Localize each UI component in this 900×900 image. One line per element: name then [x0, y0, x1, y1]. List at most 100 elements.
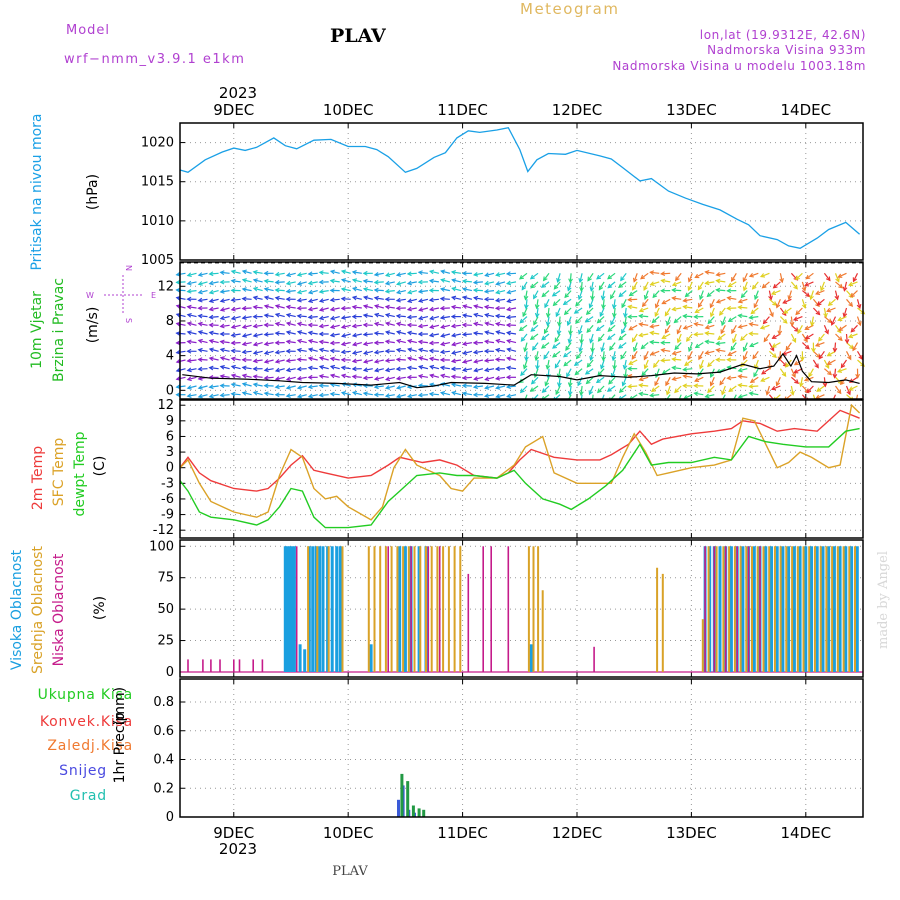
wind-arrow-head	[450, 295, 457, 301]
station-title: PLAV	[330, 25, 387, 47]
legend-total-rain: Ukupna Kisa	[38, 687, 133, 703]
y-tick-label: 4	[166, 349, 174, 364]
wind-arrow-head	[597, 371, 603, 377]
low-cloud-label: Niska Oblacnost	[51, 553, 67, 666]
wind-arrow	[396, 349, 406, 352]
wind-arrow	[496, 298, 506, 302]
wind-arrow-head	[804, 325, 810, 330]
wind-arrow	[838, 324, 847, 331]
wind-arrow-head	[671, 356, 677, 362]
wind-arrow-head	[839, 380, 845, 386]
wind-arrow-head	[597, 336, 603, 342]
wind-arrow-head	[530, 327, 536, 332]
wind-arrow-head	[676, 338, 682, 344]
wind-arrow-head	[263, 304, 269, 309]
wind-arrow-head	[351, 332, 357, 338]
wind-arrow	[716, 342, 726, 345]
wind-arrow-head	[318, 331, 324, 337]
wind-arrow-head	[742, 346, 748, 352]
wind-arrow	[772, 342, 781, 348]
wind-arrow-head	[483, 304, 490, 310]
wind-arrow	[396, 281, 406, 285]
wind-arrow	[418, 365, 429, 370]
wind-arrow	[474, 359, 484, 363]
wind-arrow-head	[660, 278, 666, 284]
wind-arrow	[363, 333, 373, 336]
wind-arrow	[507, 366, 517, 370]
wind-arrow-head	[664, 311, 670, 317]
wind-arrow-head	[649, 392, 655, 398]
wind-arrow	[694, 333, 704, 336]
wind-arrow-head	[608, 379, 613, 385]
bottom-day-label: 13DEC	[666, 824, 717, 842]
wind-arrow-head	[801, 303, 807, 309]
wind-arrow	[396, 322, 406, 326]
wind-arrow	[496, 281, 506, 285]
wind-arrow-head	[461, 375, 467, 381]
wind-arrow-head	[440, 269, 446, 275]
wind-arrow-head	[373, 321, 379, 327]
wind-arrow-head	[439, 390, 446, 396]
wind-arrow-head	[682, 313, 688, 319]
wind-arrow-head	[440, 382, 446, 387]
wind-arrow-head	[737, 382, 743, 388]
wind-arrow	[198, 368, 208, 370]
footer-station: PLAV	[332, 864, 368, 879]
wind-arrow-head	[395, 313, 401, 319]
wind-arrow	[632, 281, 638, 291]
wind-arrow-head	[649, 281, 655, 286]
wind-arrow	[264, 280, 274, 283]
y-tick-label: 100	[149, 539, 174, 554]
wind-arrow-head	[252, 286, 258, 292]
wind-arrow	[242, 307, 252, 310]
wind-arrow-head	[809, 321, 815, 327]
wind-arrow	[209, 339, 219, 344]
wind-arrow	[753, 368, 759, 377]
wind-arrow	[187, 322, 197, 326]
wind-arrow	[823, 272, 831, 281]
wind-arrow	[374, 281, 384, 284]
wind-arrow	[801, 333, 808, 342]
wind-arrow	[385, 359, 395, 362]
wind-arrow-head	[186, 339, 192, 345]
wind-arrow	[522, 307, 528, 317]
wind-arrow-head	[709, 372, 715, 378]
wind-arrow-head	[329, 315, 336, 321]
wind-arrow	[496, 290, 506, 294]
wind-arrow	[769, 298, 777, 306]
wind-arrow-head	[715, 357, 721, 363]
wind-arrow-head	[274, 330, 280, 336]
compass-south: S	[124, 318, 133, 323]
wind-arrow	[396, 331, 406, 335]
wind-arrow-head	[494, 313, 500, 319]
wind-arrow-head	[506, 306, 512, 312]
wind-arrow	[264, 314, 274, 318]
wind-arrow-head	[329, 297, 335, 303]
wind-arrow-head	[362, 278, 368, 284]
wind-arrow-head	[552, 352, 557, 358]
wind-arrow-head	[318, 356, 325, 361]
wind-arrow	[231, 342, 241, 344]
wind-arrow-head	[787, 295, 792, 301]
wind-arrow-head	[362, 391, 368, 397]
wind-arrow	[557, 325, 561, 335]
wind-arrow-head	[208, 289, 214, 295]
wind-arrow	[275, 368, 285, 372]
wind-arrow-head	[518, 378, 524, 384]
wind-arrow	[198, 331, 208, 335]
wind-arrow	[728, 281, 737, 288]
wind-arrow-head	[373, 271, 379, 277]
wind-arrow-head	[584, 370, 590, 375]
wind-arrow	[530, 385, 539, 392]
wind-arrow	[662, 368, 671, 375]
wind-arrow	[330, 365, 340, 370]
wind-arrow-head	[362, 295, 369, 301]
wind-arrow-head	[760, 377, 766, 382]
wind-arrow	[176, 305, 186, 309]
wind-arrow-head	[428, 278, 434, 284]
wind-arrow	[308, 298, 318, 303]
wind-arrow-head	[417, 364, 424, 370]
wind-arrow-head	[395, 305, 401, 311]
wind-arrow-head	[822, 382, 828, 388]
wind-arrow-head	[749, 342, 755, 348]
